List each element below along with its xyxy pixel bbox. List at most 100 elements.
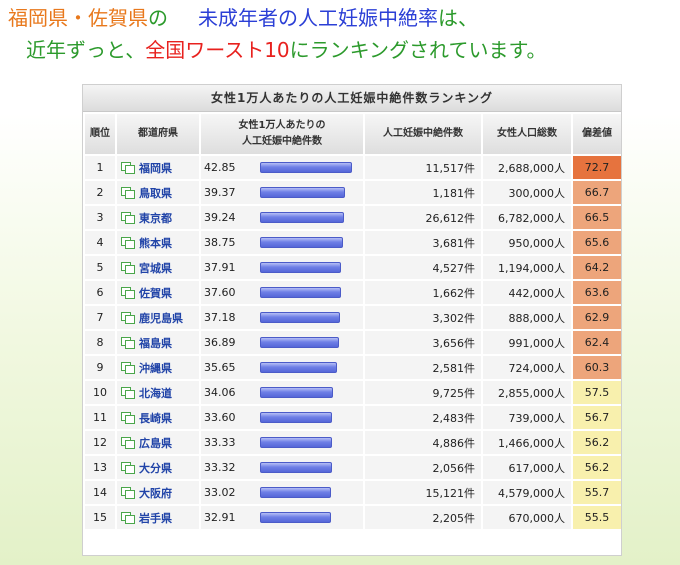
table-row: 11 長崎県 33.60 2,483件 739,000人 56.7 (85, 406, 621, 429)
rank-cell: 10 (85, 381, 115, 404)
rate-cell: 33.33 (201, 431, 363, 454)
headline-segment: の (148, 6, 168, 30)
prefecture-cell[interactable]: 岩手県 (117, 506, 199, 529)
prefecture-cell[interactable]: 大阪府 (117, 481, 199, 504)
rank-cell: 2 (85, 181, 115, 204)
rate-value: 37.91 (204, 261, 236, 275)
prefecture-cell[interactable]: 北海道 (117, 381, 199, 404)
abortions-cell: 4,527件 (365, 256, 481, 279)
abortions-cell: 2,581件 (365, 356, 481, 379)
abortions-cell: 1,181件 (365, 181, 481, 204)
rate-value: 32.91 (204, 511, 236, 525)
abortions-cell: 3,302件 (365, 306, 481, 329)
rank-cell: 14 (85, 481, 115, 504)
rate-cell: 36.89 (201, 331, 363, 354)
rate-value: 38.75 (204, 236, 236, 250)
prefecture-link[interactable]: 大分県 (139, 461, 172, 475)
prefecture-cell[interactable]: 大分県 (117, 456, 199, 479)
prefecture-link[interactable]: 宮城県 (139, 261, 172, 275)
prefecture-cell[interactable]: 長崎県 (117, 406, 199, 429)
table-row: 9 沖縄県 35.65 2,581件 724,000人 60.3 (85, 356, 621, 379)
rate-bar (260, 187, 345, 199)
deviation-cell: 57.5 (573, 381, 621, 404)
headline-segment: 近年ずっと、 (26, 38, 146, 62)
population-cell: 4,579,000人 (483, 481, 571, 504)
prefecture-cell[interactable]: 東京都 (117, 206, 199, 229)
prefecture-cell[interactable]: 宮城県 (117, 256, 199, 279)
table-row: 8 福島県 36.89 3,656件 991,000人 62.4 (85, 331, 621, 354)
deviation-cell: 55.7 (573, 481, 621, 504)
population-cell: 670,000人 (483, 506, 571, 529)
rate-bar (260, 362, 337, 374)
rate-cell: 38.75 (201, 231, 363, 254)
prefecture-link[interactable]: 沖縄県 (139, 361, 172, 375)
abortions-cell: 15,121件 (365, 481, 481, 504)
prefecture-link[interactable]: 東京都 (139, 211, 172, 225)
population-cell: 617,000人 (483, 456, 571, 479)
population-cell: 950,000人 (483, 231, 571, 254)
rate-value: 36.89 (204, 336, 236, 350)
header-abortions: 人工妊娠中絶件数 (365, 114, 481, 154)
rate-value: 35.65 (204, 361, 236, 375)
rate-value: 33.60 (204, 411, 236, 425)
prefecture-link[interactable]: 長崎県 (139, 411, 172, 425)
header-prefecture: 都道府県 (117, 114, 199, 154)
abortions-cell: 4,886件 (365, 431, 481, 454)
rank-cell: 4 (85, 231, 115, 254)
population-cell: 991,000人 (483, 331, 571, 354)
prefecture-cell[interactable]: 熊本県 (117, 231, 199, 254)
abortions-cell: 2,483件 (365, 406, 481, 429)
prefecture-cell[interactable]: 鹿児島県 (117, 306, 199, 329)
rate-value: 39.24 (204, 211, 236, 225)
population-cell: 739,000人 (483, 406, 571, 429)
prefecture-link[interactable]: 岩手県 (139, 511, 172, 525)
deviation-cell: 62.9 (573, 306, 621, 329)
headline-segment: 未成年者の人工妊娠中絶率 (198, 6, 438, 30)
deviation-cell: 66.7 (573, 181, 621, 204)
deviation-cell: 62.4 (573, 331, 621, 354)
prefecture-link[interactable]: 福岡県 (139, 161, 172, 175)
prefecture-cell[interactable]: 広島県 (117, 431, 199, 454)
abortions-cell: 11,517件 (365, 156, 481, 179)
abortions-cell: 1,662件 (365, 281, 481, 304)
header-rate-line-2: 人工妊娠中絶件数 (242, 136, 322, 147)
prefecture-link[interactable]: 大阪府 (139, 486, 172, 500)
rate-cell: 37.91 (201, 256, 363, 279)
rate-bar (260, 237, 343, 249)
prefecture-link[interactable]: 鹿児島県 (139, 311, 183, 325)
rank-cell: 15 (85, 506, 115, 529)
rate-bar (260, 412, 332, 424)
population-cell: 1,194,000人 (483, 256, 571, 279)
rate-bar (260, 337, 339, 349)
window-link-icon (121, 436, 135, 449)
prefecture-cell[interactable]: 佐賀県 (117, 281, 199, 304)
table-row: 12 広島県 33.33 4,886件 1,466,000人 56.2 (85, 431, 621, 454)
window-link-icon (121, 186, 135, 199)
rate-bar (260, 162, 352, 174)
abortions-cell: 9,725件 (365, 381, 481, 404)
table-title: 女性1万人あたりの人工妊娠中絶件数ランキング (83, 85, 621, 112)
prefecture-link[interactable]: 鳥取県 (139, 186, 172, 200)
rank-cell: 7 (85, 306, 115, 329)
headline-segment: 全国ワースト10 (145, 38, 290, 62)
prefecture-cell[interactable]: 鳥取県 (117, 181, 199, 204)
rank-cell: 3 (85, 206, 115, 229)
deviation-cell: 55.5 (573, 506, 621, 529)
window-link-icon (121, 336, 135, 349)
prefecture-link[interactable]: 北海道 (139, 386, 172, 400)
prefecture-link[interactable]: 福島県 (139, 336, 172, 350)
prefecture-cell[interactable]: 福島県 (117, 331, 199, 354)
prefecture-cell[interactable]: 福岡県 (117, 156, 199, 179)
window-link-icon (121, 161, 135, 174)
rate-bar (260, 437, 332, 449)
prefecture-link[interactable]: 広島県 (139, 436, 172, 450)
prefecture-link[interactable]: 佐賀県 (139, 286, 172, 300)
rate-cell: 37.18 (201, 306, 363, 329)
table-row: 4 熊本県 38.75 3,681件 950,000人 65.6 (85, 231, 621, 254)
window-link-icon (121, 411, 135, 424)
table-row: 7 鹿児島県 37.18 3,302件 888,000人 62.9 (85, 306, 621, 329)
prefecture-cell[interactable]: 沖縄県 (117, 356, 199, 379)
table-row: 13 大分県 33.32 2,056件 617,000人 56.2 (85, 456, 621, 479)
prefecture-link[interactable]: 熊本県 (139, 236, 172, 250)
window-link-icon (121, 311, 135, 324)
